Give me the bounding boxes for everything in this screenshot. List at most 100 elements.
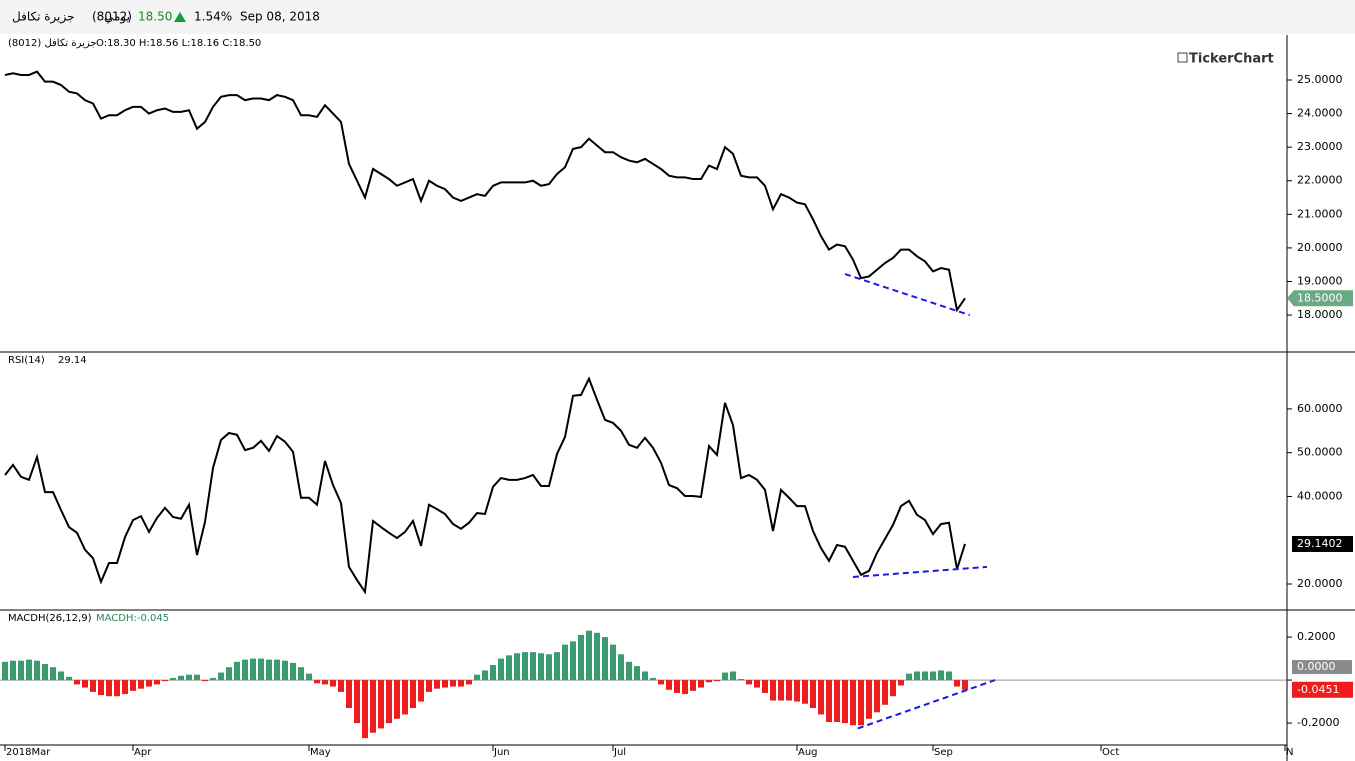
histogram-bar	[266, 659, 272, 681]
histogram-bar	[682, 680, 688, 695]
x-tick-label: May	[310, 747, 331, 758]
histogram-bar	[554, 652, 560, 681]
histogram-bar	[2, 661, 8, 681]
histogram-bar	[322, 680, 328, 685]
histogram-bar	[818, 680, 824, 715]
histogram-bar	[314, 680, 320, 684]
histogram-bar	[498, 658, 504, 681]
zero-badge	[1292, 660, 1352, 675]
histogram-bar	[906, 673, 912, 681]
histogram-bar	[834, 680, 840, 722]
histogram-bar	[34, 660, 40, 681]
histogram-bar	[506, 655, 512, 681]
panel-label: MACDH(26,12,9)	[8, 613, 92, 624]
histogram-bar	[722, 672, 728, 681]
date: Sep 08, 2018	[240, 10, 320, 24]
y-tick-label: 22.0000	[1297, 174, 1343, 187]
histogram-bar	[210, 677, 216, 681]
histogram-bar	[826, 680, 832, 722]
histogram-bar	[466, 680, 472, 685]
histogram-bar	[250, 658, 256, 681]
histogram-bar	[146, 680, 152, 687]
histogram-bar	[386, 680, 392, 724]
histogram-bar	[306, 673, 312, 681]
histogram-bar	[794, 680, 800, 702]
histogram-bar	[138, 680, 144, 689]
histogram-bar	[770, 680, 776, 701]
x-tick-label: Sep	[934, 747, 953, 758]
histogram-bar	[122, 680, 128, 695]
histogram-bar	[802, 680, 808, 704]
histogram-bar	[890, 680, 896, 697]
histogram-bar	[434, 680, 440, 689]
trendline	[857, 679, 996, 730]
histogram-bar	[106, 680, 112, 697]
histogram-bar	[26, 659, 32, 681]
histogram-bar	[98, 680, 104, 696]
histogram-bar	[866, 680, 872, 719]
last-badge	[1292, 681, 1353, 698]
histogram-bar	[602, 637, 608, 681]
y-tick-label: 20.0000	[1297, 241, 1343, 254]
histogram-bar	[330, 680, 336, 687]
histogram-bar	[218, 672, 224, 681]
y-tick-label: 40.0000	[1297, 489, 1343, 502]
histogram-bar	[538, 653, 544, 681]
histogram-bar	[346, 680, 352, 709]
histogram-bar	[426, 680, 432, 692]
histogram-bar	[370, 680, 376, 733]
histogram-bar	[354, 680, 360, 724]
histogram-bar	[82, 680, 88, 688]
histogram-bar	[634, 666, 640, 681]
histogram-bar	[850, 680, 856, 726]
histogram-bar	[410, 680, 416, 709]
histogram-bar	[898, 680, 904, 686]
histogram-bar	[178, 675, 184, 681]
last-value: 18.5000	[1297, 291, 1343, 304]
histogram-bar	[482, 670, 488, 681]
x-tick-label: 2018Mar	[6, 747, 51, 758]
histogram-bar	[882, 680, 888, 705]
x-tick-label: Aug	[798, 747, 818, 758]
y-tick-label: 21.0000	[1297, 207, 1343, 220]
histogram-bar	[618, 654, 624, 681]
histogram-bar	[18, 660, 24, 681]
histogram-bar	[786, 680, 792, 701]
histogram-bar	[810, 680, 816, 709]
histogram-bar	[402, 680, 408, 715]
histogram-bar	[714, 680, 720, 682]
y-tick-label: 23.0000	[1297, 140, 1343, 153]
histogram-bar	[170, 677, 176, 681]
last-badge	[1287, 290, 1353, 307]
histogram-bar	[162, 680, 168, 682]
histogram-bar	[546, 654, 552, 681]
histogram-bar	[698, 680, 704, 688]
last-badge	[1292, 535, 1353, 552]
y-tick-label: 20.0000	[1297, 577, 1343, 590]
change: 1.54%	[194, 10, 232, 24]
histogram-bar	[338, 680, 344, 692]
histogram-bar	[674, 680, 680, 693]
histogram-bar	[562, 644, 568, 681]
histogram-bar	[570, 641, 576, 681]
watermark: TickerChart	[1189, 52, 1274, 67]
histogram-bar	[730, 671, 736, 681]
histogram-bar	[642, 671, 648, 681]
x-tick-label: Oct	[1102, 747, 1119, 758]
histogram-bar	[962, 680, 968, 690]
histogram-bar	[458, 680, 464, 687]
histogram-bar	[650, 677, 656, 681]
histogram-bar	[114, 680, 120, 697]
up-arrow	[174, 12, 186, 22]
trendline	[852, 565, 988, 578]
histogram-bar	[530, 652, 536, 681]
current-value: 29.14	[58, 355, 87, 366]
histogram-bar	[474, 674, 480, 681]
y-tick-label: 25.0000	[1297, 73, 1343, 86]
histogram-bar	[10, 660, 16, 681]
histogram-bar	[858, 680, 864, 726]
histogram-bar	[154, 680, 160, 685]
histogram-bar	[690, 680, 696, 691]
histogram-bar	[378, 680, 384, 729]
y-tick-label: -0.2000	[1297, 716, 1339, 729]
